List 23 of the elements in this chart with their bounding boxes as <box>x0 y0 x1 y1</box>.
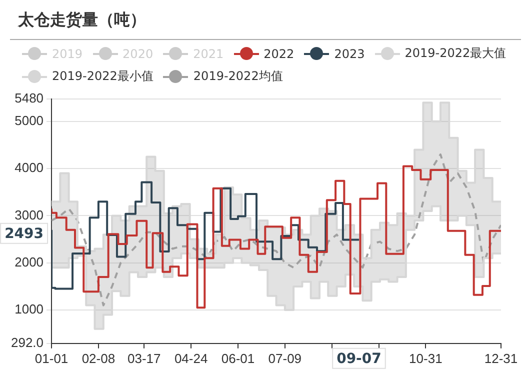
x-tick-label: 06-01 <box>221 350 255 366</box>
x-tick-label: 12-31 <box>484 350 518 366</box>
x-tick-label: 10-31 <box>409 350 442 366</box>
x-tick-label: 02-08 <box>82 350 116 366</box>
x-tick-label: 07-09 <box>268 350 302 366</box>
y-tick-label: 5000 <box>14 113 44 128</box>
legend-label: 2022 <box>264 46 294 60</box>
legend-label: 2019-2022最大值 <box>404 45 506 62</box>
y-tick-label: 1000 <box>14 302 44 317</box>
text: 2493 <box>4 226 44 242</box>
x-tick-label: 04-24 <box>174 350 208 366</box>
legend-label: 2019-2022均值 <box>193 68 283 85</box>
x-tick-label: 01-01 <box>34 350 68 366</box>
y-tick-label: 4000 <box>14 160 44 176</box>
legend-label: 2019-2022最小值 <box>52 68 154 85</box>
y-tick-label: 3000 <box>14 207 44 222</box>
y-tick-label: 5480 <box>14 90 44 106</box>
y-tick-label: 292.0 <box>10 334 44 350</box>
legend-label: 2023 <box>334 46 365 60</box>
x-tick-label: 03-17 <box>128 350 161 366</box>
chart-title: 太仓走货量（吨） <box>18 10 146 31</box>
y-tick-label: 2000 <box>14 254 44 270</box>
text: 09-07 <box>336 351 382 368</box>
